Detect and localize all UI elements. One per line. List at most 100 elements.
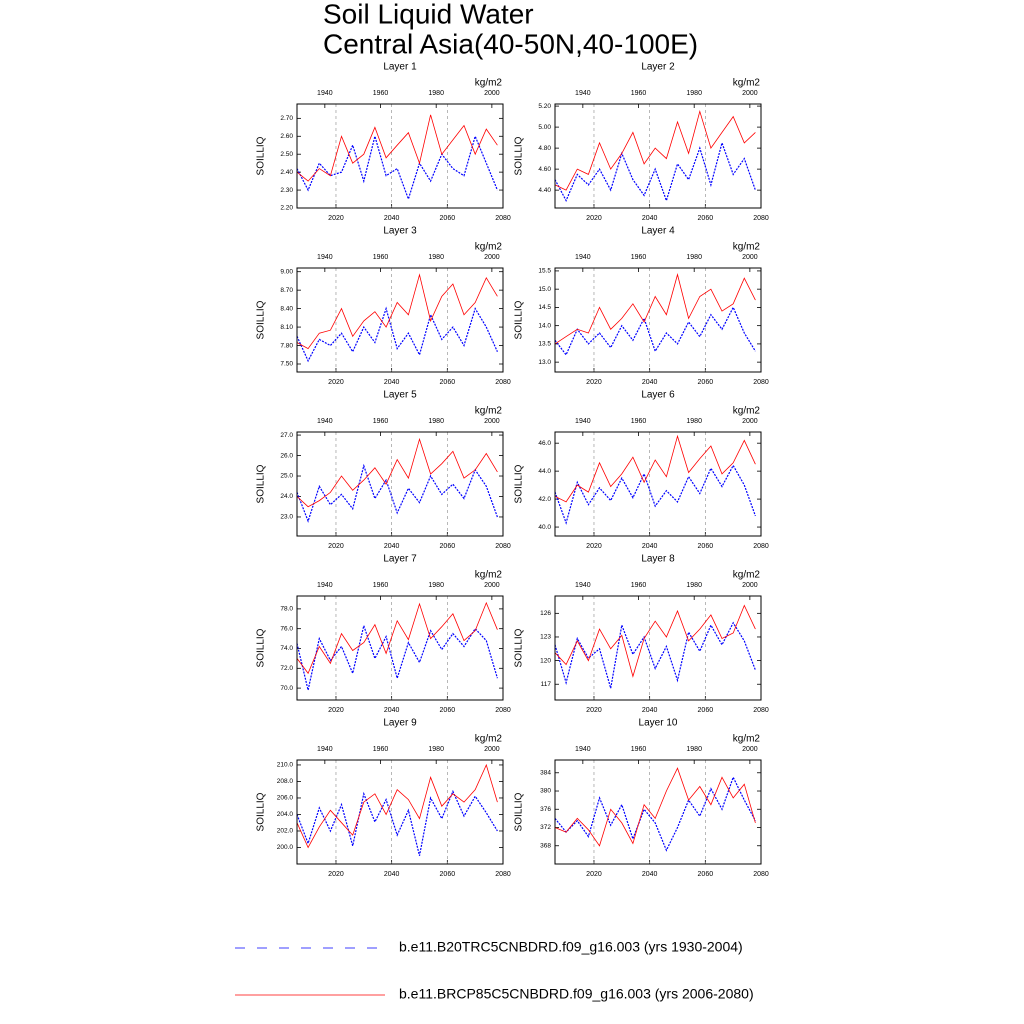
data-line <box>296 437 498 508</box>
y-tick-label: 26.0 <box>280 452 293 459</box>
y-tick-label: 202.0 <box>277 828 294 835</box>
y-tick-label: 5.20 <box>538 103 551 110</box>
y-tick-label: 74.0 <box>280 645 293 652</box>
x-tick-label: 2040 <box>642 871 658 878</box>
x-tick-label: 2020 <box>328 379 344 386</box>
y-tick-label: 70.0 <box>280 685 293 692</box>
y-axis-label: SOILLIQ <box>256 136 267 175</box>
units-label: kg/m2 <box>733 406 761 417</box>
y-tick-label: 24.0 <box>280 493 293 500</box>
units-label: kg/m2 <box>475 570 503 581</box>
x2-tick-label: 2000 <box>742 746 758 753</box>
y-tick-label: 206.0 <box>277 795 294 802</box>
data-line <box>296 273 498 350</box>
y-tick-label: 208.0 <box>277 778 294 785</box>
panel-title: Layer 1 <box>383 62 417 73</box>
data-line <box>554 604 756 678</box>
x-tick-label: 2040 <box>642 543 658 550</box>
y-tick-label: 46.0 <box>538 440 551 447</box>
x-tick-label: 2040 <box>642 215 658 222</box>
y-tick-label: 126 <box>540 610 551 617</box>
x2-tick-label: 2000 <box>484 254 500 261</box>
x-tick-label: 2020 <box>586 707 602 714</box>
x2-tick-label: 1940 <box>575 254 591 261</box>
data-line <box>296 463 498 523</box>
x-tick-label: 2020 <box>586 379 602 386</box>
y-tick-label: 2.30 <box>280 187 293 194</box>
y-tick-label: 76.0 <box>280 625 293 632</box>
y-tick-label: 25.0 <box>280 473 293 480</box>
y-tick-label: 15.5 <box>538 268 551 275</box>
x2-tick-label: 1980 <box>428 746 444 753</box>
plot-frame <box>554 431 762 537</box>
x2-tick-label: 1960 <box>373 418 389 425</box>
y-tick-label: 44.0 <box>538 468 551 475</box>
x2-tick-label: 2000 <box>742 90 758 97</box>
x-tick-label: 2060 <box>440 707 456 714</box>
x-tick-label: 2080 <box>753 379 769 386</box>
x-tick-label: 2020 <box>586 543 602 550</box>
x-tick-label: 2060 <box>698 379 714 386</box>
data-line <box>554 621 756 689</box>
y-axis-label: SOILLIQ <box>514 792 525 831</box>
x2-tick-label: 1940 <box>317 90 333 97</box>
x-tick-label: 2080 <box>495 707 511 714</box>
y-tick-label: 7.80 <box>280 342 293 349</box>
x-tick-label: 2060 <box>698 707 714 714</box>
y-axis-label: SOILLIQ <box>256 464 267 503</box>
data-line <box>296 114 498 182</box>
x2-tick-label: 1980 <box>686 746 702 753</box>
x-tick-label: 2040 <box>642 379 658 386</box>
y-tick-label: 13.5 <box>538 341 551 348</box>
y-tick-label: 4.80 <box>538 145 551 152</box>
y-tick-label: 5.00 <box>538 124 551 131</box>
x-tick-label: 2020 <box>328 543 344 550</box>
x2-tick-label: 2000 <box>742 254 758 261</box>
y-tick-label: 2.60 <box>280 133 293 140</box>
y-tick-label: 4.40 <box>538 187 551 194</box>
data-line <box>296 763 498 849</box>
x-tick-label: 2020 <box>328 871 344 878</box>
main-title: Soil Liquid Water <box>323 0 534 29</box>
x2-tick-label: 1980 <box>428 254 444 261</box>
panel-title: Layer 7 <box>383 554 417 565</box>
y-tick-label: 210.0 <box>277 762 294 769</box>
units-label: kg/m2 <box>733 78 761 89</box>
units-label: kg/m2 <box>475 734 503 745</box>
y-axis-label: SOILLIQ <box>514 300 525 339</box>
y-tick-label: 368 <box>540 842 551 849</box>
plot-frame <box>296 431 504 537</box>
plot-frame <box>296 103 504 209</box>
plot-frame <box>296 267 504 373</box>
y-tick-label: 8.10 <box>280 324 293 331</box>
panel-title: Layer 5 <box>383 390 417 401</box>
panel-title: Layer 4 <box>641 226 675 237</box>
plot-frame <box>296 595 504 701</box>
data-line <box>554 464 756 525</box>
x2-tick-label: 1960 <box>373 746 389 753</box>
y-axis-label: SOILLIQ <box>514 464 525 503</box>
data-line <box>296 623 498 691</box>
x-tick-label: 2040 <box>384 379 400 386</box>
y-tick-label: 40.0 <box>538 524 551 531</box>
x-tick-label: 2040 <box>384 871 400 878</box>
y-tick-label: 72.0 <box>280 665 293 672</box>
x-tick-label: 2060 <box>440 215 456 222</box>
x2-tick-label: 1960 <box>631 254 647 261</box>
x2-tick-label: 1940 <box>317 746 333 753</box>
x2-tick-label: 1980 <box>428 582 444 589</box>
units-label: kg/m2 <box>733 734 761 745</box>
y-tick-label: 13.0 <box>538 359 551 366</box>
x-tick-label: 2080 <box>753 871 769 878</box>
units-label: kg/m2 <box>733 242 761 253</box>
x-tick-label: 2020 <box>586 215 602 222</box>
y-tick-label: 117 <box>541 681 552 688</box>
y-tick-label: 123 <box>540 634 551 641</box>
x2-tick-label: 2000 <box>484 746 500 753</box>
x-tick-label: 2080 <box>495 871 511 878</box>
x2-tick-label: 2000 <box>484 582 500 589</box>
x-tick-label: 2060 <box>698 871 714 878</box>
x-tick-label: 2060 <box>440 543 456 550</box>
x-tick-label: 2060 <box>698 543 714 550</box>
